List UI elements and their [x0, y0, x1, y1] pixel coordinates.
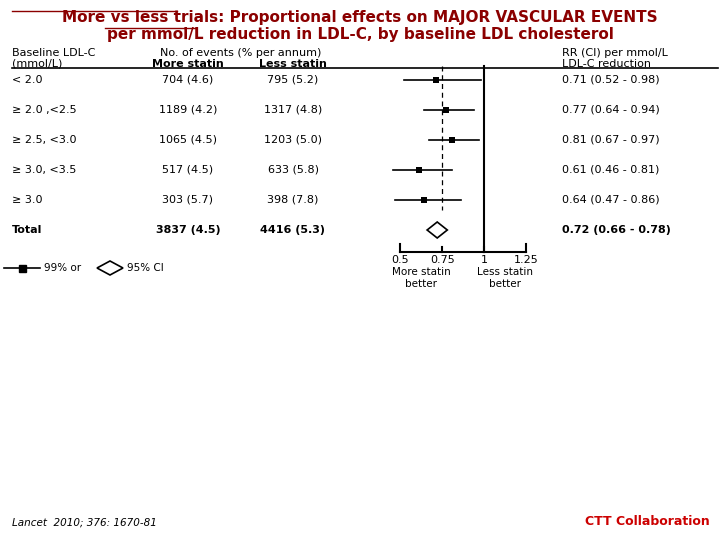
Text: 4416 (5.3): 4416 (5.3)	[261, 225, 325, 235]
Text: 1065 (4.5): 1065 (4.5)	[159, 135, 217, 145]
Text: More vs less trials: Proportional effects on MAJOR VASCULAR EVENTS: More vs less trials: Proportional effect…	[62, 10, 658, 25]
Text: 398 (7.8): 398 (7.8)	[267, 195, 319, 205]
Text: 795 (5.2): 795 (5.2)	[267, 75, 319, 85]
Text: Less statin: Less statin	[259, 59, 327, 69]
Text: More statin: More statin	[152, 59, 224, 69]
Text: 0.72 (0.66 - 0.78): 0.72 (0.66 - 0.78)	[562, 225, 671, 235]
Text: 0.64 (0.47 - 0.86): 0.64 (0.47 - 0.86)	[562, 195, 660, 205]
Text: 99% or: 99% or	[44, 263, 81, 273]
Text: 0.5: 0.5	[392, 255, 409, 265]
Bar	[19, 265, 25, 272]
Text: No. of events (% per annum): No. of events (% per annum)	[160, 48, 321, 58]
Text: 1: 1	[481, 255, 488, 265]
Text: Baseline LDL-C: Baseline LDL-C	[12, 48, 95, 58]
Bar	[415, 167, 422, 173]
Text: CTT Collaboration: CTT Collaboration	[585, 515, 710, 528]
Text: LDL-C reduction: LDL-C reduction	[562, 59, 651, 69]
Text: ≥ 3.0, <3.5: ≥ 3.0, <3.5	[12, 165, 76, 175]
Text: 0.77 (0.64 - 0.94): 0.77 (0.64 - 0.94)	[562, 105, 660, 115]
Text: 1189 (4.2): 1189 (4.2)	[159, 105, 217, 115]
Text: 633 (5.8): 633 (5.8)	[268, 165, 318, 175]
Text: 0.75: 0.75	[430, 255, 454, 265]
Bar	[443, 107, 449, 113]
Text: 95% CI: 95% CI	[127, 263, 163, 273]
Text: (mmol/L): (mmol/L)	[12, 59, 63, 69]
Text: 303 (5.7): 303 (5.7)	[163, 195, 214, 205]
Text: 1203 (5.0): 1203 (5.0)	[264, 135, 322, 145]
Text: 1317 (4.8): 1317 (4.8)	[264, 105, 322, 115]
Text: 0.81 (0.67 - 0.97): 0.81 (0.67 - 0.97)	[562, 135, 660, 145]
Bar	[433, 77, 438, 83]
Text: 0.61 (0.46 - 0.81): 0.61 (0.46 - 0.81)	[562, 165, 660, 175]
Text: 0.71 (0.52 - 0.98): 0.71 (0.52 - 0.98)	[562, 75, 660, 85]
Text: Less statin
better: Less statin better	[477, 267, 534, 289]
Text: More statin
better: More statin better	[392, 267, 451, 289]
Text: 517 (4.5): 517 (4.5)	[163, 165, 214, 175]
Text: 1.25: 1.25	[514, 255, 539, 265]
Bar	[449, 137, 455, 143]
Text: < 2.0: < 2.0	[12, 75, 42, 85]
Text: Lancet  2010; 376: 1670-81: Lancet 2010; 376: 1670-81	[12, 518, 157, 528]
Bar	[420, 197, 427, 203]
Text: 3837 (4.5): 3837 (4.5)	[156, 225, 220, 235]
Text: ≥ 2.0 ,<2.5: ≥ 2.0 ,<2.5	[12, 105, 76, 115]
Text: ≥ 2.5, <3.0: ≥ 2.5, <3.0	[12, 135, 76, 145]
Text: Total: Total	[12, 225, 42, 235]
Text: RR (CI) per mmol/L: RR (CI) per mmol/L	[562, 48, 668, 58]
Text: per mmol/L reduction in LDL-C, by baseline LDL cholesterol: per mmol/L reduction in LDL-C, by baseli…	[107, 27, 613, 42]
Text: 704 (4.6): 704 (4.6)	[163, 75, 214, 85]
Text: ≥ 3.0: ≥ 3.0	[12, 195, 42, 205]
